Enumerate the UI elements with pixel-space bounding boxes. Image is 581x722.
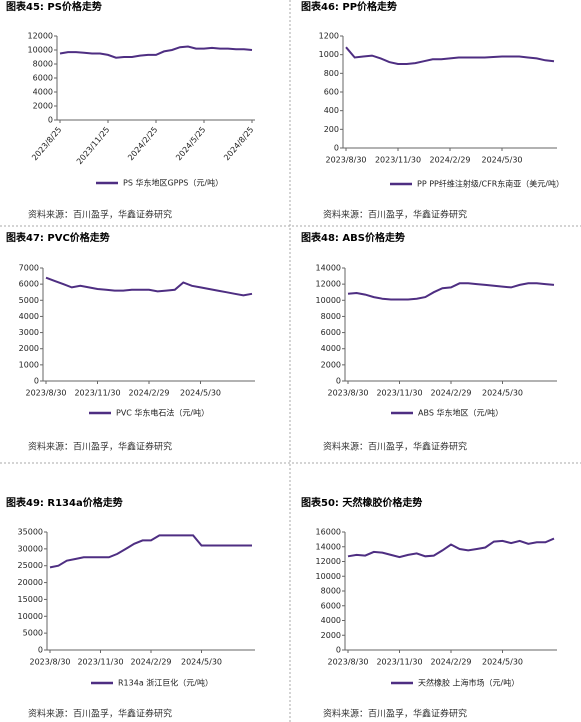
x-tick-label: 2024/2/29 — [429, 156, 470, 165]
y-tick-label: 12000 — [28, 32, 53, 41]
y-tick-label: 10000 — [18, 612, 43, 621]
y-tick-label: 0 — [34, 377, 39, 386]
series-line — [59, 45, 253, 59]
x-tick-label: 2024/5/30 — [481, 156, 522, 165]
y-tick-label: 400 — [324, 106, 339, 115]
y-tick-label: 14000 — [316, 542, 341, 551]
y-tick-label: 200 — [324, 125, 339, 134]
source: 资料来源：百川盈孚，华鑫证券研究 — [323, 708, 467, 720]
x-tick-label: 2024/8/25 — [222, 125, 255, 162]
y-tick-label: 3000 — [19, 328, 39, 337]
source: 资料来源：百川盈孚，华鑫证券研究 — [28, 441, 172, 453]
y-tick-label: 0 — [48, 116, 53, 125]
x-tick-label: 2023/11/30 — [376, 389, 422, 398]
y-tick-label: 0 — [336, 377, 341, 386]
chart-title: 图表49: R134a价格走势 — [6, 496, 123, 509]
y-tick-label: 16000 — [316, 528, 341, 537]
legend-label: PP PP纤维注射级/CFR东南亚（美元/吨） — [417, 179, 564, 189]
y-tick-label: 14000 — [316, 264, 341, 273]
chart-title: 图表48: ABS价格走势 — [301, 231, 405, 244]
y-tick-label: 5000 — [19, 296, 39, 305]
y-tick-label: 4000 — [19, 312, 39, 321]
x-tick-label: 2023/8/30 — [325, 156, 366, 165]
y-tick-label: 12000 — [316, 557, 341, 566]
x-tick-label: 2023/11/30 — [376, 658, 422, 667]
series-line — [49, 534, 252, 569]
y-tick-label: 10000 — [316, 296, 341, 305]
y-tick-label: 1000 — [19, 360, 39, 369]
legend-label: 天然橡胶 上海市场（元/吨） — [418, 678, 519, 688]
x-tick-label: 2023/8/30 — [327, 658, 368, 667]
x-tick-label: 2024/5/30 — [181, 658, 222, 667]
chart-title: 图表47: PVC价格走势 — [6, 231, 110, 244]
legend-label: R134a 浙江巨化（元/吨） — [118, 678, 213, 688]
y-tick-label: 800 — [324, 69, 339, 78]
x-tick-label: 2024/2/25 — [126, 125, 159, 162]
y-tick-label: 2000 — [321, 631, 341, 640]
chart-title: 图表50: 天然橡胶价格走势 — [301, 496, 422, 509]
y-tick-label: 7000 — [19, 264, 39, 273]
chart-title: 图表46: PP价格走势 — [301, 0, 397, 13]
y-tick-label: 6000 — [321, 601, 341, 610]
x-tick-label: 2024/2/29 — [128, 389, 169, 398]
y-tick-label: 12000 — [316, 280, 341, 289]
x-tick-label: 2023/11/30 — [74, 389, 120, 398]
y-tick-label: 15000 — [18, 595, 43, 604]
x-tick-label: 2024/5/25 — [174, 125, 207, 162]
source: 资料来源：百川盈孚，华鑫证券研究 — [323, 441, 467, 453]
series-line — [347, 537, 555, 559]
y-tick-label: 10000 — [316, 572, 341, 581]
y-tick-label: 35000 — [18, 528, 43, 537]
series-line — [347, 282, 555, 301]
series-line — [45, 276, 253, 297]
legend-label: ABS 华东地区（元/吨） — [418, 408, 503, 418]
y-tick-label: 2000 — [321, 360, 341, 369]
series-line — [345, 46, 555, 65]
x-tick-label: 2024/5/30 — [482, 389, 523, 398]
x-tick-label: 2023/8/30 — [29, 658, 70, 667]
y-tick-label: 6000 — [321, 328, 341, 337]
source: 资料来源：百川盈孚，华鑫证券研究 — [323, 209, 467, 221]
y-tick-label: 10000 — [28, 46, 53, 55]
y-tick-label: 25000 — [18, 561, 43, 570]
y-tick-label: 4000 — [321, 616, 341, 625]
x-tick-label: 2023/8/25 — [30, 125, 63, 162]
source: 资料来源：百川盈孚，华鑫证券研究 — [28, 209, 172, 221]
y-tick-label: 30000 — [18, 544, 43, 553]
x-tick-label: 2023/8/30 — [327, 389, 368, 398]
legend-label: PVC 华东电石法（元/吨） — [116, 408, 209, 418]
y-tick-label: 6000 — [19, 280, 39, 289]
y-tick-label: 1000 — [319, 50, 339, 59]
y-tick-label: 8000 — [33, 60, 53, 69]
y-tick-label: 4000 — [33, 88, 53, 97]
source: 资料来源：百川盈孚，华鑫证券研究 — [28, 708, 172, 720]
y-tick-label: 0 — [336, 646, 341, 655]
y-tick-label: 0 — [38, 646, 43, 655]
y-tick-label: 1200 — [319, 32, 339, 41]
y-tick-label: 8000 — [321, 587, 341, 596]
y-tick-label: 6000 — [33, 74, 53, 83]
y-tick-label: 5000 — [23, 629, 43, 638]
x-tick-label: 2024/5/30 — [482, 658, 523, 667]
y-tick-label: 20000 — [18, 578, 43, 587]
y-tick-label: 8000 — [321, 312, 341, 321]
legend-label: PS 华东地区GPPS（元/吨） — [123, 178, 223, 188]
x-tick-label: 2023/11/30 — [77, 658, 123, 667]
y-tick-label: 2000 — [33, 102, 53, 111]
y-tick-label: 4000 — [321, 344, 341, 353]
x-tick-label: 2024/5/30 — [180, 389, 221, 398]
x-tick-label: 2024/2/29 — [430, 389, 471, 398]
y-tick-label: 2000 — [19, 344, 39, 353]
x-tick-label: 2024/2/29 — [130, 658, 171, 667]
chart-title: 图表45: PS价格走势 — [6, 0, 102, 13]
y-tick-label: 0 — [334, 144, 339, 153]
x-tick-label: 2023/11/25 — [75, 125, 112, 166]
x-tick-label: 2024/2/29 — [430, 658, 471, 667]
x-tick-label: 2023/11/30 — [375, 156, 421, 165]
x-tick-label: 2023/8/30 — [25, 389, 66, 398]
y-tick-label: 600 — [324, 88, 339, 97]
